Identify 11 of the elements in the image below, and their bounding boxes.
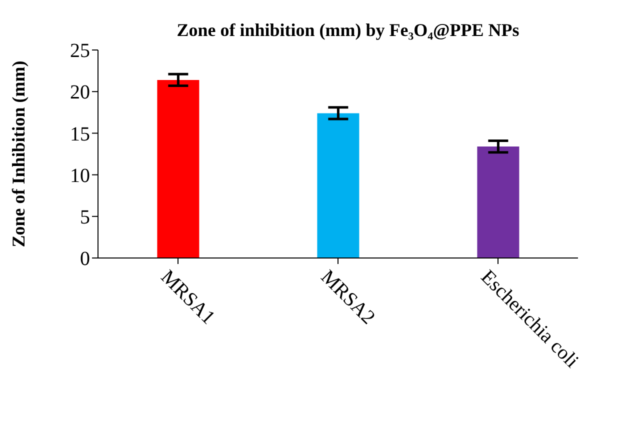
bar xyxy=(157,80,200,258)
bar xyxy=(477,146,520,258)
y-tick-label: 0 xyxy=(80,248,90,270)
y-axis-title: Zone of Inhibition (mm) xyxy=(8,60,28,248)
y-tick-label: 5 xyxy=(80,206,90,228)
bar xyxy=(317,113,360,258)
y-tick-label: 15 xyxy=(70,123,90,146)
y-tick-label: 25 xyxy=(70,40,90,62)
y-tick-label: 10 xyxy=(70,164,90,187)
y-tick-label: 20 xyxy=(70,82,90,104)
chart-title: Zone of inhibition (mm) by Fe₃O₄@PPE NPs xyxy=(176,20,520,41)
